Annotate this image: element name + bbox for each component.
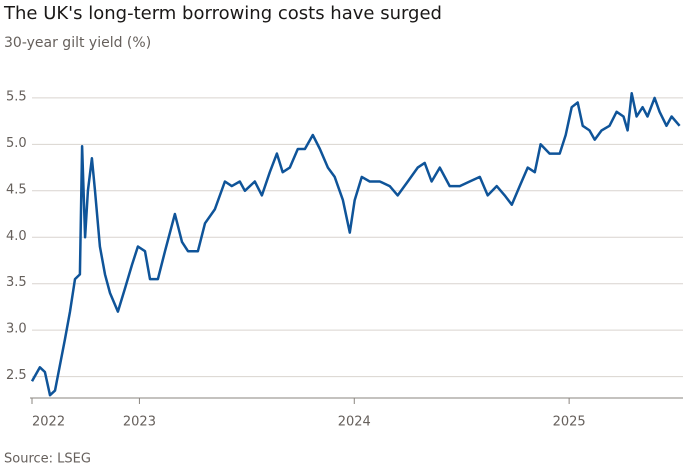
x-tick-label: 2022 (32, 415, 65, 430)
x-tick-label: 2025 (553, 415, 586, 430)
y-tick-label: 4.0 (6, 229, 27, 244)
chart-title: The UK's long-term borrowing costs have … (3, 3, 442, 24)
line (30, 91, 681, 397)
y-tick-label: 4.5 (6, 182, 27, 197)
source: Source: LSEG (4, 452, 91, 467)
x-tick-label: 2024 (338, 415, 371, 430)
y-tick-label: 2.5 (6, 368, 27, 383)
y-tick-label: 3.0 (6, 322, 27, 337)
y-tick-label: 5.5 (6, 89, 27, 104)
x-tick-label: 2023 (123, 415, 156, 430)
chart-subtitle: 30-year gilt yield (%) (4, 35, 151, 51)
y-tick-label: 3.5 (6, 275, 27, 290)
y-tick-label: 5.0 (6, 136, 27, 151)
